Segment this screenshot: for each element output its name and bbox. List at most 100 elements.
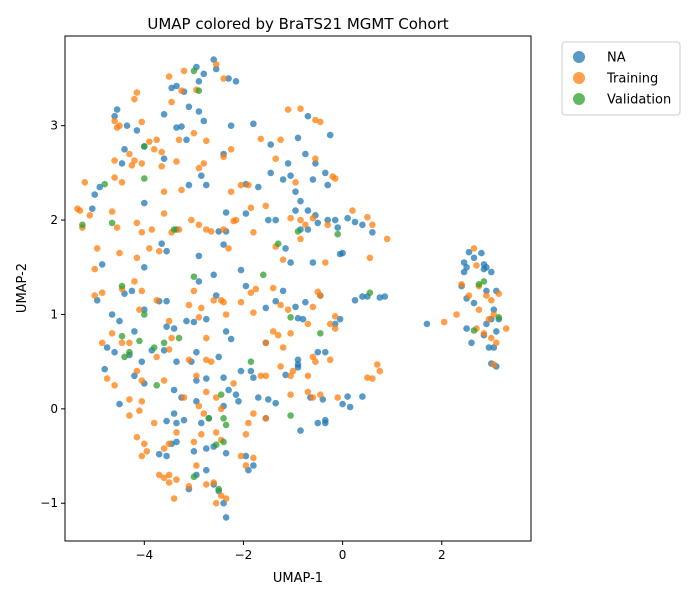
legend-marker-na xyxy=(573,51,585,63)
point-na-110 xyxy=(170,325,178,332)
point-training-8 xyxy=(168,98,175,106)
point-validation-29 xyxy=(287,314,294,321)
point-na-196 xyxy=(465,248,473,256)
point-na-166 xyxy=(297,427,304,434)
point-na-32 xyxy=(284,160,292,167)
point-na-50 xyxy=(89,205,96,212)
point-training-71 xyxy=(287,214,294,222)
point-training-223 xyxy=(480,330,488,337)
point-validation-8 xyxy=(274,240,282,247)
point-training-69 xyxy=(230,217,237,225)
point-validation-31 xyxy=(287,412,294,419)
point-na-214 xyxy=(485,344,493,351)
point-na-91 xyxy=(141,306,148,314)
point-na-10 xyxy=(111,112,118,120)
point-na-63 xyxy=(359,221,366,229)
point-validation-20 xyxy=(121,353,128,361)
point-training-139 xyxy=(262,339,270,347)
point-na-1 xyxy=(212,65,220,73)
point-training-145 xyxy=(111,382,118,389)
point-training-17 xyxy=(277,136,284,144)
point-na-115 xyxy=(101,365,108,373)
point-na-12 xyxy=(123,122,131,129)
point-na-116 xyxy=(111,348,118,356)
point-na-16 xyxy=(173,124,180,131)
point-na-205 xyxy=(483,287,490,295)
point-training-190 xyxy=(237,452,245,460)
point-na-198 xyxy=(478,249,485,257)
point-na-34 xyxy=(312,160,319,167)
point-training-14 xyxy=(190,129,198,137)
point-na-76 xyxy=(163,247,170,255)
point-training-172 xyxy=(309,394,317,401)
point-training-94 xyxy=(138,287,146,295)
point-na-79 xyxy=(287,259,294,266)
point-training-157 xyxy=(374,361,381,368)
point-training-109 xyxy=(153,297,160,304)
point-training-38 xyxy=(200,160,208,167)
legend-marker-validation xyxy=(573,93,585,105)
point-validation-18 xyxy=(175,334,183,342)
point-training-96 xyxy=(210,297,217,304)
point-validation-16 xyxy=(126,348,133,356)
point-na-37 xyxy=(96,183,103,191)
point-training-0 xyxy=(212,61,220,68)
point-na-83 xyxy=(210,271,217,279)
x-tick-label: −2 xyxy=(235,548,253,562)
point-training-104 xyxy=(317,292,324,299)
point-training-100 xyxy=(247,289,255,297)
point-training-83 xyxy=(146,245,153,252)
point-na-11 xyxy=(113,106,121,113)
point-training-32 xyxy=(128,162,136,169)
point-na-158 xyxy=(359,393,366,400)
point-training-222 xyxy=(493,339,500,347)
point-na-29 xyxy=(195,108,203,115)
point-na-180 xyxy=(155,450,163,458)
point-validation-21 xyxy=(153,382,160,389)
point-na-142 xyxy=(220,374,227,382)
point-na-21 xyxy=(294,134,302,142)
point-training-209 xyxy=(465,292,473,299)
point-training-125 xyxy=(165,346,173,353)
point-na-40 xyxy=(198,172,205,179)
point-training-131 xyxy=(304,320,312,328)
point-training-207 xyxy=(453,311,460,318)
point-na-159 xyxy=(235,398,242,405)
point-training-179 xyxy=(141,440,148,448)
point-training-50 xyxy=(262,202,270,210)
point-na-177 xyxy=(242,452,250,460)
point-training-29 xyxy=(158,148,165,156)
point-training-48 xyxy=(247,204,255,212)
point-training-25 xyxy=(329,173,337,180)
point-na-3 xyxy=(195,78,203,85)
point-na-27 xyxy=(160,155,168,162)
point-training-224 xyxy=(490,361,498,368)
point-training-98 xyxy=(220,298,227,306)
point-na-139 xyxy=(250,374,257,382)
point-training-39 xyxy=(220,153,227,161)
point-na-129 xyxy=(322,348,329,356)
point-training-215 xyxy=(490,311,498,318)
point-na-14 xyxy=(185,103,193,111)
point-training-70 xyxy=(250,229,257,236)
point-training-13 xyxy=(175,136,183,144)
legend-label-na: NA xyxy=(607,51,626,66)
point-na-28 xyxy=(183,136,190,144)
point-training-217 xyxy=(502,325,510,332)
point-validation-12 xyxy=(190,273,198,281)
point-training-124 xyxy=(153,353,160,361)
point-na-122 xyxy=(336,315,344,323)
point-training-21 xyxy=(317,118,324,126)
legend: NA Training Validation xyxy=(561,41,681,116)
point-na-104 xyxy=(381,293,389,300)
point-na-109 xyxy=(163,323,170,331)
point-training-205 xyxy=(242,462,250,469)
point-na-181 xyxy=(163,452,170,460)
point-validation-30 xyxy=(366,289,374,297)
point-na-126 xyxy=(160,347,168,354)
point-training-130 xyxy=(287,330,294,337)
point-training-40 xyxy=(111,174,118,181)
point-na-78 xyxy=(282,245,289,252)
point-training-35 xyxy=(158,163,165,170)
point-training-78 xyxy=(369,221,376,229)
